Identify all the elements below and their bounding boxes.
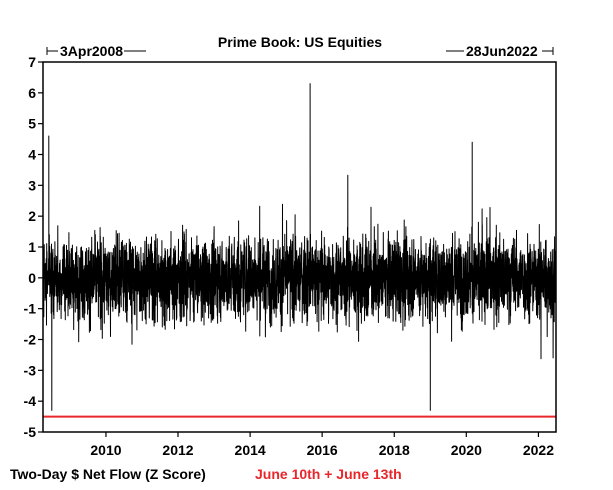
x-tick-label: 2014 bbox=[235, 442, 266, 458]
y-tick-label: -4 bbox=[24, 393, 37, 409]
y-tick-label: -2 bbox=[24, 332, 37, 348]
x-tick-label: 2012 bbox=[162, 442, 193, 458]
plot-area bbox=[42, 61, 557, 433]
y-tick-label: -3 bbox=[24, 362, 37, 378]
start-date-label: 3Apr2008 bbox=[60, 43, 123, 59]
y-tick-label: 7 bbox=[28, 54, 36, 70]
y-tick-label: -1 bbox=[24, 301, 37, 317]
x-tick-label: 2022 bbox=[523, 442, 554, 458]
annotation-label: June 10th + June 13th bbox=[255, 466, 402, 482]
y-tick-label: 6 bbox=[28, 85, 36, 101]
x-tick-label: 2018 bbox=[379, 442, 410, 458]
x-axis: 2010 2012 2014 2016 2018 2020 2022 bbox=[90, 432, 554, 458]
x-tick-label: 2010 bbox=[90, 442, 121, 458]
y-tick-label: 4 bbox=[28, 147, 36, 163]
y-tick-label: 1 bbox=[28, 239, 36, 255]
start-date-marker: 3Apr2008 bbox=[46, 43, 146, 59]
chart-title: Prime Book: US Equities bbox=[218, 34, 382, 50]
y-tick-label: 2 bbox=[28, 208, 36, 224]
y-tick-label: -5 bbox=[24, 424, 37, 440]
x-tick-label: 2020 bbox=[451, 442, 482, 458]
series-path bbox=[42, 83, 557, 417]
x-tick-label: 2016 bbox=[307, 442, 338, 458]
x-axis-label: Two-Day $ Net Flow (Z Score) bbox=[10, 466, 206, 482]
y-tick-label: 5 bbox=[28, 116, 36, 132]
y-tick-label: 0 bbox=[28, 270, 36, 286]
end-date-label: 28Jun2022 bbox=[466, 43, 538, 59]
y-axis: -5 -4 -3 -2 -1 0 1 2 3 4 5 6 7 bbox=[24, 54, 43, 440]
end-date-marker: 28Jun2022 bbox=[446, 43, 554, 59]
y-tick-label: 3 bbox=[28, 177, 36, 193]
net-flow-series-line bbox=[42, 83, 557, 417]
